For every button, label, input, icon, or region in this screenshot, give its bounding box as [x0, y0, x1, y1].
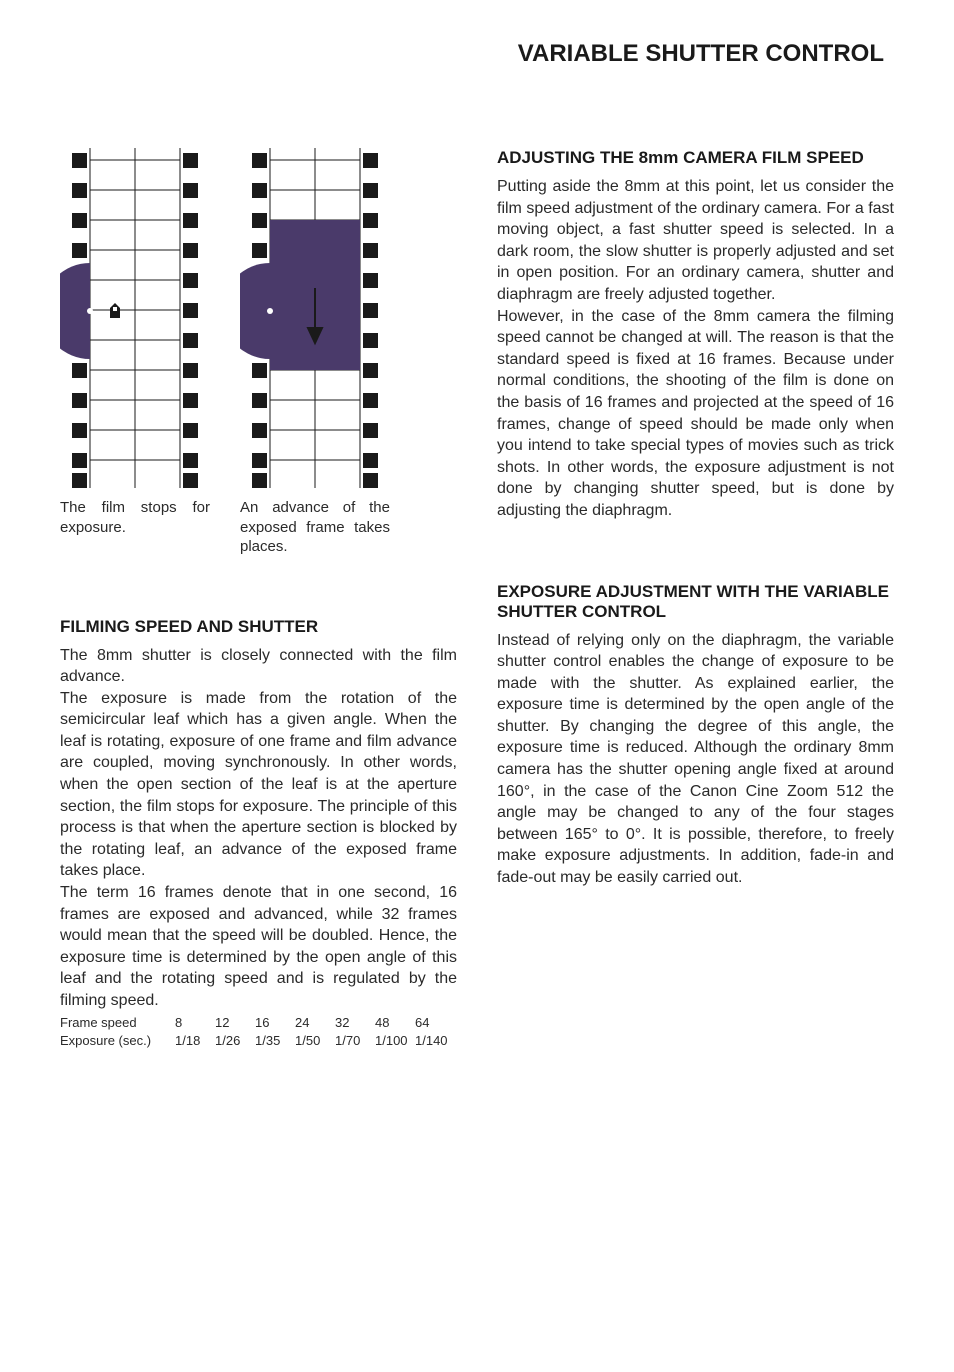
table-cell: 1/26 [215, 1033, 255, 1048]
table-cell: 64 [415, 1015, 455, 1030]
content-columns: The film stops for exposure. [60, 148, 894, 1048]
section1-p2: The exposure is made from the rotation o… [60, 688, 457, 882]
film-figure-right: An advance of the exposed frame takes pl… [240, 148, 390, 557]
table-cell: 1/50 [295, 1033, 335, 1048]
film-caption-right: An advance of the exposed frame takes pl… [240, 498, 390, 557]
section3-heading: EXPOSURE ADJUSTMENT WITH THE VARIABLE SH… [497, 582, 894, 622]
section1-heading: FILMING SPEED AND SHUTTER [60, 617, 457, 637]
table-cell: 48 [375, 1015, 415, 1030]
table-cell: 32 [335, 1015, 375, 1030]
film-diagrams: The film stops for exposure. [60, 148, 457, 557]
table-cell: 8 [175, 1015, 215, 1030]
table-cells-framespeed: 8 12 16 24 32 48 64 [175, 1015, 455, 1030]
right-column: ADJUSTING THE 8mm CAMERA FILM SPEED Putt… [497, 148, 894, 1048]
section2-heading: ADJUSTING THE 8mm CAMERA FILM SPEED [497, 148, 894, 168]
table-cell: 1/100 [375, 1033, 415, 1048]
table-label-framespeed: Frame speed [60, 1015, 175, 1030]
table-cell: 16 [255, 1015, 295, 1030]
table-cell: 1/140 [415, 1033, 455, 1048]
table-cell: 24 [295, 1015, 335, 1030]
section1-p3: The term 16 frames denote that in one se… [60, 882, 457, 1012]
section3-p1: Instead of relying only on the diaphragm… [497, 630, 894, 889]
page-title: VARIABLE SHUTTER CONTROL [60, 40, 894, 68]
section2-p1: Putting aside the 8mm at this point, let… [497, 176, 894, 306]
section2-p2: However, in the case of the 8mm camera t… [497, 306, 894, 522]
table-cell: 12 [215, 1015, 255, 1030]
table-row-framespeed: Frame speed 8 12 16 24 32 48 64 [60, 1015, 457, 1030]
table-cells-exposure: 1/18 1/26 1/35 1/50 1/70 1/100 1/140 [175, 1033, 455, 1048]
film-figure-left: The film stops for exposure. [60, 148, 210, 557]
film-caption-left: The film stops for exposure. [60, 498, 210, 537]
table-label-exposure: Exposure (sec.) [60, 1033, 175, 1048]
film-strip-advance-icon [240, 148, 390, 488]
table-cell: 1/70 [335, 1033, 375, 1048]
table-row-exposure: Exposure (sec.) 1/18 1/26 1/35 1/50 1/70… [60, 1033, 457, 1048]
film-strip-stopped-icon [60, 148, 210, 488]
section1-p1: The 8mm shutter is closely connected wit… [60, 645, 457, 688]
table-cell: 1/18 [175, 1033, 215, 1048]
left-column: The film stops for exposure. [60, 148, 457, 1048]
table-cell: 1/35 [255, 1033, 295, 1048]
